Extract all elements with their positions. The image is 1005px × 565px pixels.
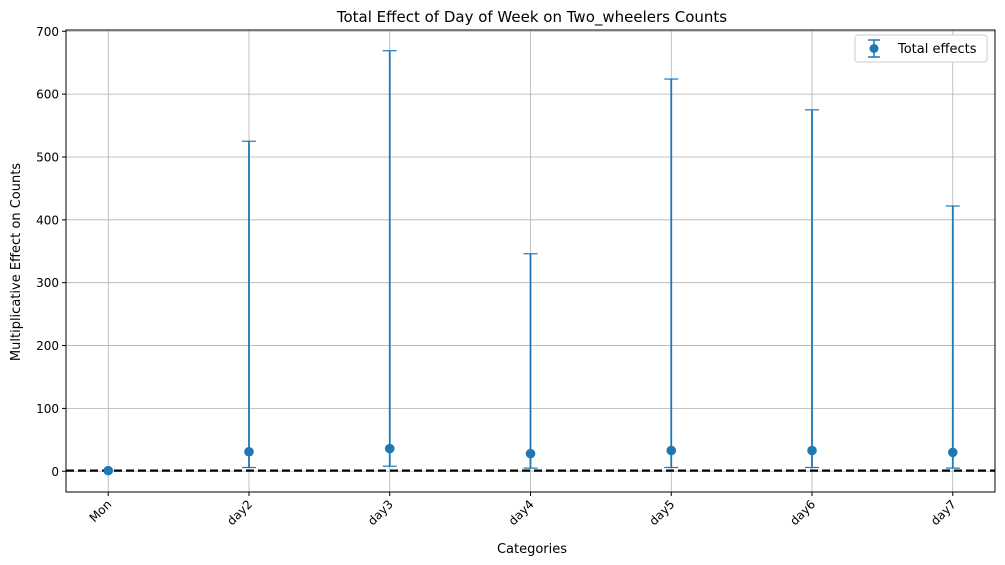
data-point bbox=[384, 443, 395, 454]
y-tick-label: 500 bbox=[36, 150, 59, 164]
x-tick-label: day4 bbox=[506, 497, 537, 528]
y-tick-label: 300 bbox=[36, 276, 59, 290]
y-tick-label: 400 bbox=[36, 213, 59, 227]
data-point bbox=[947, 447, 958, 458]
x-tick-label: day3 bbox=[365, 497, 396, 528]
x-axis-ticks: Mon day2 day3 day4 day5 day6 day7 bbox=[87, 492, 959, 528]
y-tick-label: 0 bbox=[51, 465, 59, 479]
legend-box bbox=[854, 34, 988, 63]
data-point bbox=[807, 445, 817, 456]
data-point bbox=[525, 448, 536, 459]
y-axis-ticks: 0 100 200 300 400 500 600 700 bbox=[36, 25, 66, 479]
legend-marker bbox=[868, 39, 880, 58]
legend: Total effects bbox=[854, 34, 988, 63]
x-tick-label: Mon bbox=[87, 497, 115, 525]
y-tick-label: 200 bbox=[36, 339, 59, 353]
data-point bbox=[103, 465, 114, 476]
y-tick-label: 600 bbox=[36, 88, 59, 102]
data-points bbox=[103, 443, 958, 476]
x-tick-label: day5 bbox=[646, 497, 677, 528]
legend-label: Total effects bbox=[897, 42, 977, 57]
y-tick-label: 700 bbox=[36, 25, 59, 39]
x-tick-label: day2 bbox=[224, 497, 255, 528]
y-tick-label: 100 bbox=[36, 402, 59, 416]
x-tick-label: day6 bbox=[787, 497, 818, 528]
error-bars bbox=[241, 50, 960, 469]
x-tick-label: day7 bbox=[928, 497, 959, 528]
y-axis-label: Multiplicative Effect on Counts bbox=[9, 163, 24, 361]
data-point bbox=[244, 446, 254, 457]
x-axis-label: Categories bbox=[497, 542, 567, 557]
chart-title: Total Effect of Day of Week on Two_wheel… bbox=[336, 8, 727, 27]
data-point bbox=[666, 445, 677, 456]
